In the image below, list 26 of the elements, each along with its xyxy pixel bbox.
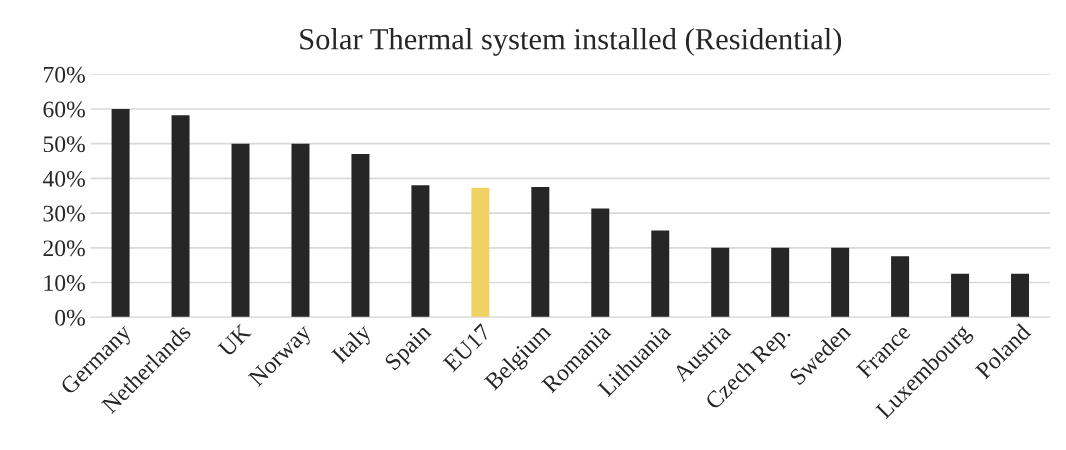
bar [1011, 273, 1030, 318]
y-tick-label: 10% [44, 275, 85, 292]
y-tick-label: 30% [43, 205, 85, 222]
bar [591, 208, 610, 318]
y-tick-label: 60% [43, 101, 85, 118]
bar [891, 256, 910, 318]
bar [531, 187, 550, 318]
y-tick-label: 40% [42, 170, 85, 187]
bar [711, 247, 730, 318]
y-tick-label: 50% [43, 136, 85, 153]
bar [771, 247, 790, 318]
bar [411, 185, 430, 318]
chart-title: Solar Thermal system installed (Residential) [300, 28, 842, 56]
x-tick-label: Italy [330, 322, 376, 368]
bar [231, 143, 250, 318]
bar [471, 187, 490, 318]
bar [651, 230, 670, 318]
y-tick-label: 0% [55, 309, 85, 326]
bar [171, 115, 190, 318]
bar [831, 247, 850, 318]
bar [951, 273, 970, 318]
bar [351, 154, 370, 318]
y-tick-label: 70% [44, 66, 85, 83]
bar [291, 143, 310, 318]
bar [111, 108, 130, 318]
y-tick-label: 20% [43, 240, 85, 257]
